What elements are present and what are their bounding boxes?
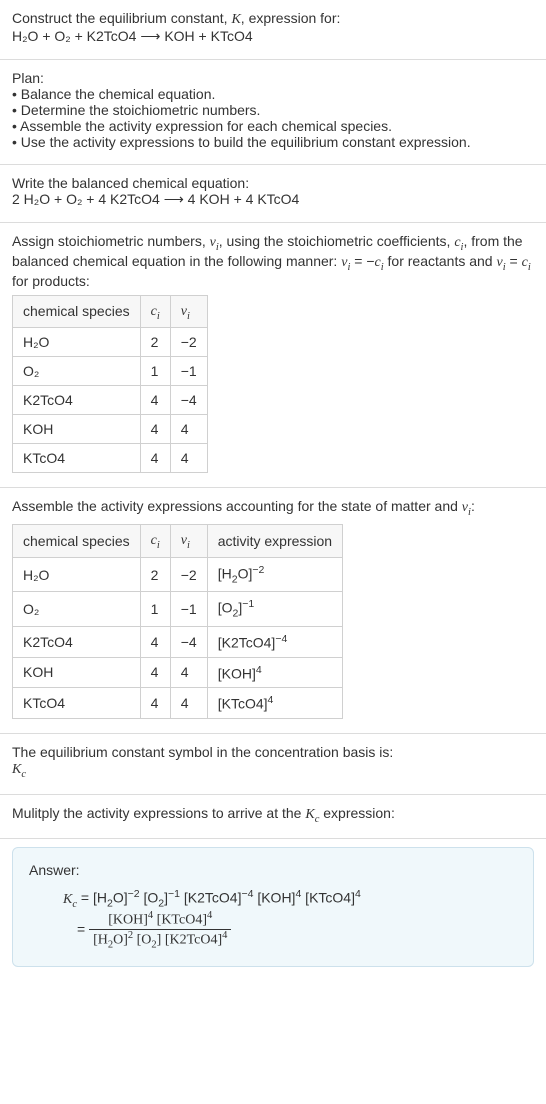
- table-row: K2TcO4 4 −4: [13, 386, 208, 415]
- table-row: H₂O 2 −2 [H2O]−2: [13, 557, 343, 591]
- plan-item-text: Determine the stoichiometric numbers.: [21, 102, 261, 118]
- table-row: KOH 4 4 [KOH]4: [13, 657, 343, 688]
- cell: [H2O]−2: [207, 557, 342, 591]
- activity-section: Assemble the activity expressions accoun…: [0, 488, 546, 733]
- fraction: [KOH]4 [KTcO4]4 [H2O]2 [O2] [K2TcO4]4: [89, 910, 231, 950]
- plan-section: Plan: • Balance the chemical equation. •…: [0, 60, 546, 165]
- cell: H₂O: [13, 328, 141, 357]
- cell: 2: [140, 557, 170, 591]
- stoich-intro: Assign stoichiometric numbers, νi, using…: [12, 233, 534, 289]
- table-row: KTcO4 4 4: [13, 444, 208, 473]
- cell: 4: [170, 444, 207, 473]
- col-header: νi: [170, 525, 207, 558]
- cell: KTcO4: [13, 444, 141, 473]
- cell: KTcO4: [13, 688, 141, 719]
- cell: 4: [140, 444, 170, 473]
- plan-item: • Determine the stoichiometric numbers.: [12, 102, 534, 118]
- plan-item-text: Assemble the activity expression for eac…: [20, 118, 392, 134]
- col-header: chemical species: [13, 525, 141, 558]
- cell: KOH: [13, 657, 141, 688]
- plan-item: • Assemble the activity expression for e…: [12, 118, 534, 134]
- answer-expression-line2: = [KOH]4 [KTcO4]4 [H2O]2 [O2] [K2TcO4]4: [77, 910, 517, 950]
- cell: 1: [140, 357, 170, 386]
- table-header-row: chemical species ci νi activity expressi…: [13, 525, 343, 558]
- cell: 4: [140, 386, 170, 415]
- intro-equation: H₂O + O₂ + K2TcO4 ⟶ KOH + KTcO4: [12, 28, 534, 45]
- cell: 4: [140, 688, 170, 719]
- fraction-denominator: [H2O]2 [O2] [K2TcO4]4: [89, 929, 231, 950]
- col-header: chemical species: [13, 295, 141, 328]
- cell: 4: [140, 415, 170, 444]
- multiply-section: Mulitply the activity expressions to arr…: [0, 795, 546, 840]
- table-header-row: chemical species ci νi: [13, 295, 208, 328]
- cell: −1: [170, 592, 207, 626]
- cell: [KTcO4]4: [207, 688, 342, 719]
- table-row: K2TcO4 4 −4 [K2TcO4]−4: [13, 626, 343, 657]
- cell: [O2]−1: [207, 592, 342, 626]
- cell: 4: [170, 657, 207, 688]
- cell: 4: [140, 657, 170, 688]
- stoich-table: chemical species ci νi H₂O 2 −2 O₂ 1 −1 …: [12, 295, 208, 474]
- cell: 4: [170, 688, 207, 719]
- balanced-equation: 2 H₂O + O₂ + 4 K2TcO4 ⟶ 4 KOH + 4 KTcO4: [12, 191, 534, 208]
- answer-title: Answer:: [29, 862, 517, 878]
- balanced-section: Write the balanced chemical equation: 2 …: [0, 165, 546, 223]
- plan-item: • Balance the chemical equation.: [12, 86, 534, 102]
- cell: [KOH]4: [207, 657, 342, 688]
- stoich-section: Assign stoichiometric numbers, νi, using…: [0, 223, 546, 488]
- page: Construct the equilibrium constant, K, e…: [0, 0, 546, 967]
- cell: K2TcO4: [13, 386, 141, 415]
- cell: 2: [140, 328, 170, 357]
- intro-line1: Construct the equilibrium constant, K, e…: [12, 10, 534, 28]
- multiply-text: Mulitply the activity expressions to arr…: [12, 805, 534, 825]
- eqconst-section: The equilibrium constant symbol in the c…: [0, 734, 546, 795]
- cell: K2TcO4: [13, 626, 141, 657]
- eqconst-symbol: Kc: [12, 760, 534, 780]
- cell: 1: [140, 592, 170, 626]
- cell: −2: [170, 328, 207, 357]
- cell: H₂O: [13, 557, 141, 591]
- table-row: KTcO4 4 4 [KTcO4]4: [13, 688, 343, 719]
- intro-section: Construct the equilibrium constant, K, e…: [0, 0, 546, 60]
- cell: 4: [140, 626, 170, 657]
- col-header: νi: [170, 295, 207, 328]
- table-row: H₂O 2 −2: [13, 328, 208, 357]
- cell: 4: [170, 415, 207, 444]
- cell: KOH: [13, 415, 141, 444]
- table-row: O₂ 1 −1: [13, 357, 208, 386]
- plan-item: • Use the activity expressions to build …: [12, 134, 534, 150]
- cell: −4: [170, 626, 207, 657]
- plan-item-text: Balance the chemical equation.: [21, 86, 216, 102]
- activity-table: chemical species ci νi activity expressi…: [12, 524, 343, 719]
- cell: [K2TcO4]−4: [207, 626, 342, 657]
- plan-title: Plan:: [12, 70, 534, 86]
- table-row: O₂ 1 −1 [O2]−1: [13, 592, 343, 626]
- col-header: ci: [140, 525, 170, 558]
- activity-intro: Assemble the activity expressions accoun…: [12, 498, 534, 518]
- col-header: activity expression: [207, 525, 342, 558]
- fraction-numerator: [KOH]4 [KTcO4]4: [89, 910, 231, 929]
- answer-box: Answer: Kc = [H2O]−2 [O2]−1 [K2TcO4]−4 […: [12, 847, 534, 967]
- cell: −1: [170, 357, 207, 386]
- cell: −4: [170, 386, 207, 415]
- cell: O₂: [13, 357, 141, 386]
- answer-expression-line1: Kc = [H2O]−2 [O2]−1 [K2TcO4]−4 [KOH]4 [K…: [63, 888, 517, 909]
- eqconst-line1: The equilibrium constant symbol in the c…: [12, 744, 534, 760]
- balanced-title: Write the balanced chemical equation:: [12, 175, 534, 191]
- cell: −2: [170, 557, 207, 591]
- col-header: ci: [140, 295, 170, 328]
- plan-item-text: Use the activity expressions to build th…: [21, 134, 471, 150]
- cell: O₂: [13, 592, 141, 626]
- table-row: KOH 4 4: [13, 415, 208, 444]
